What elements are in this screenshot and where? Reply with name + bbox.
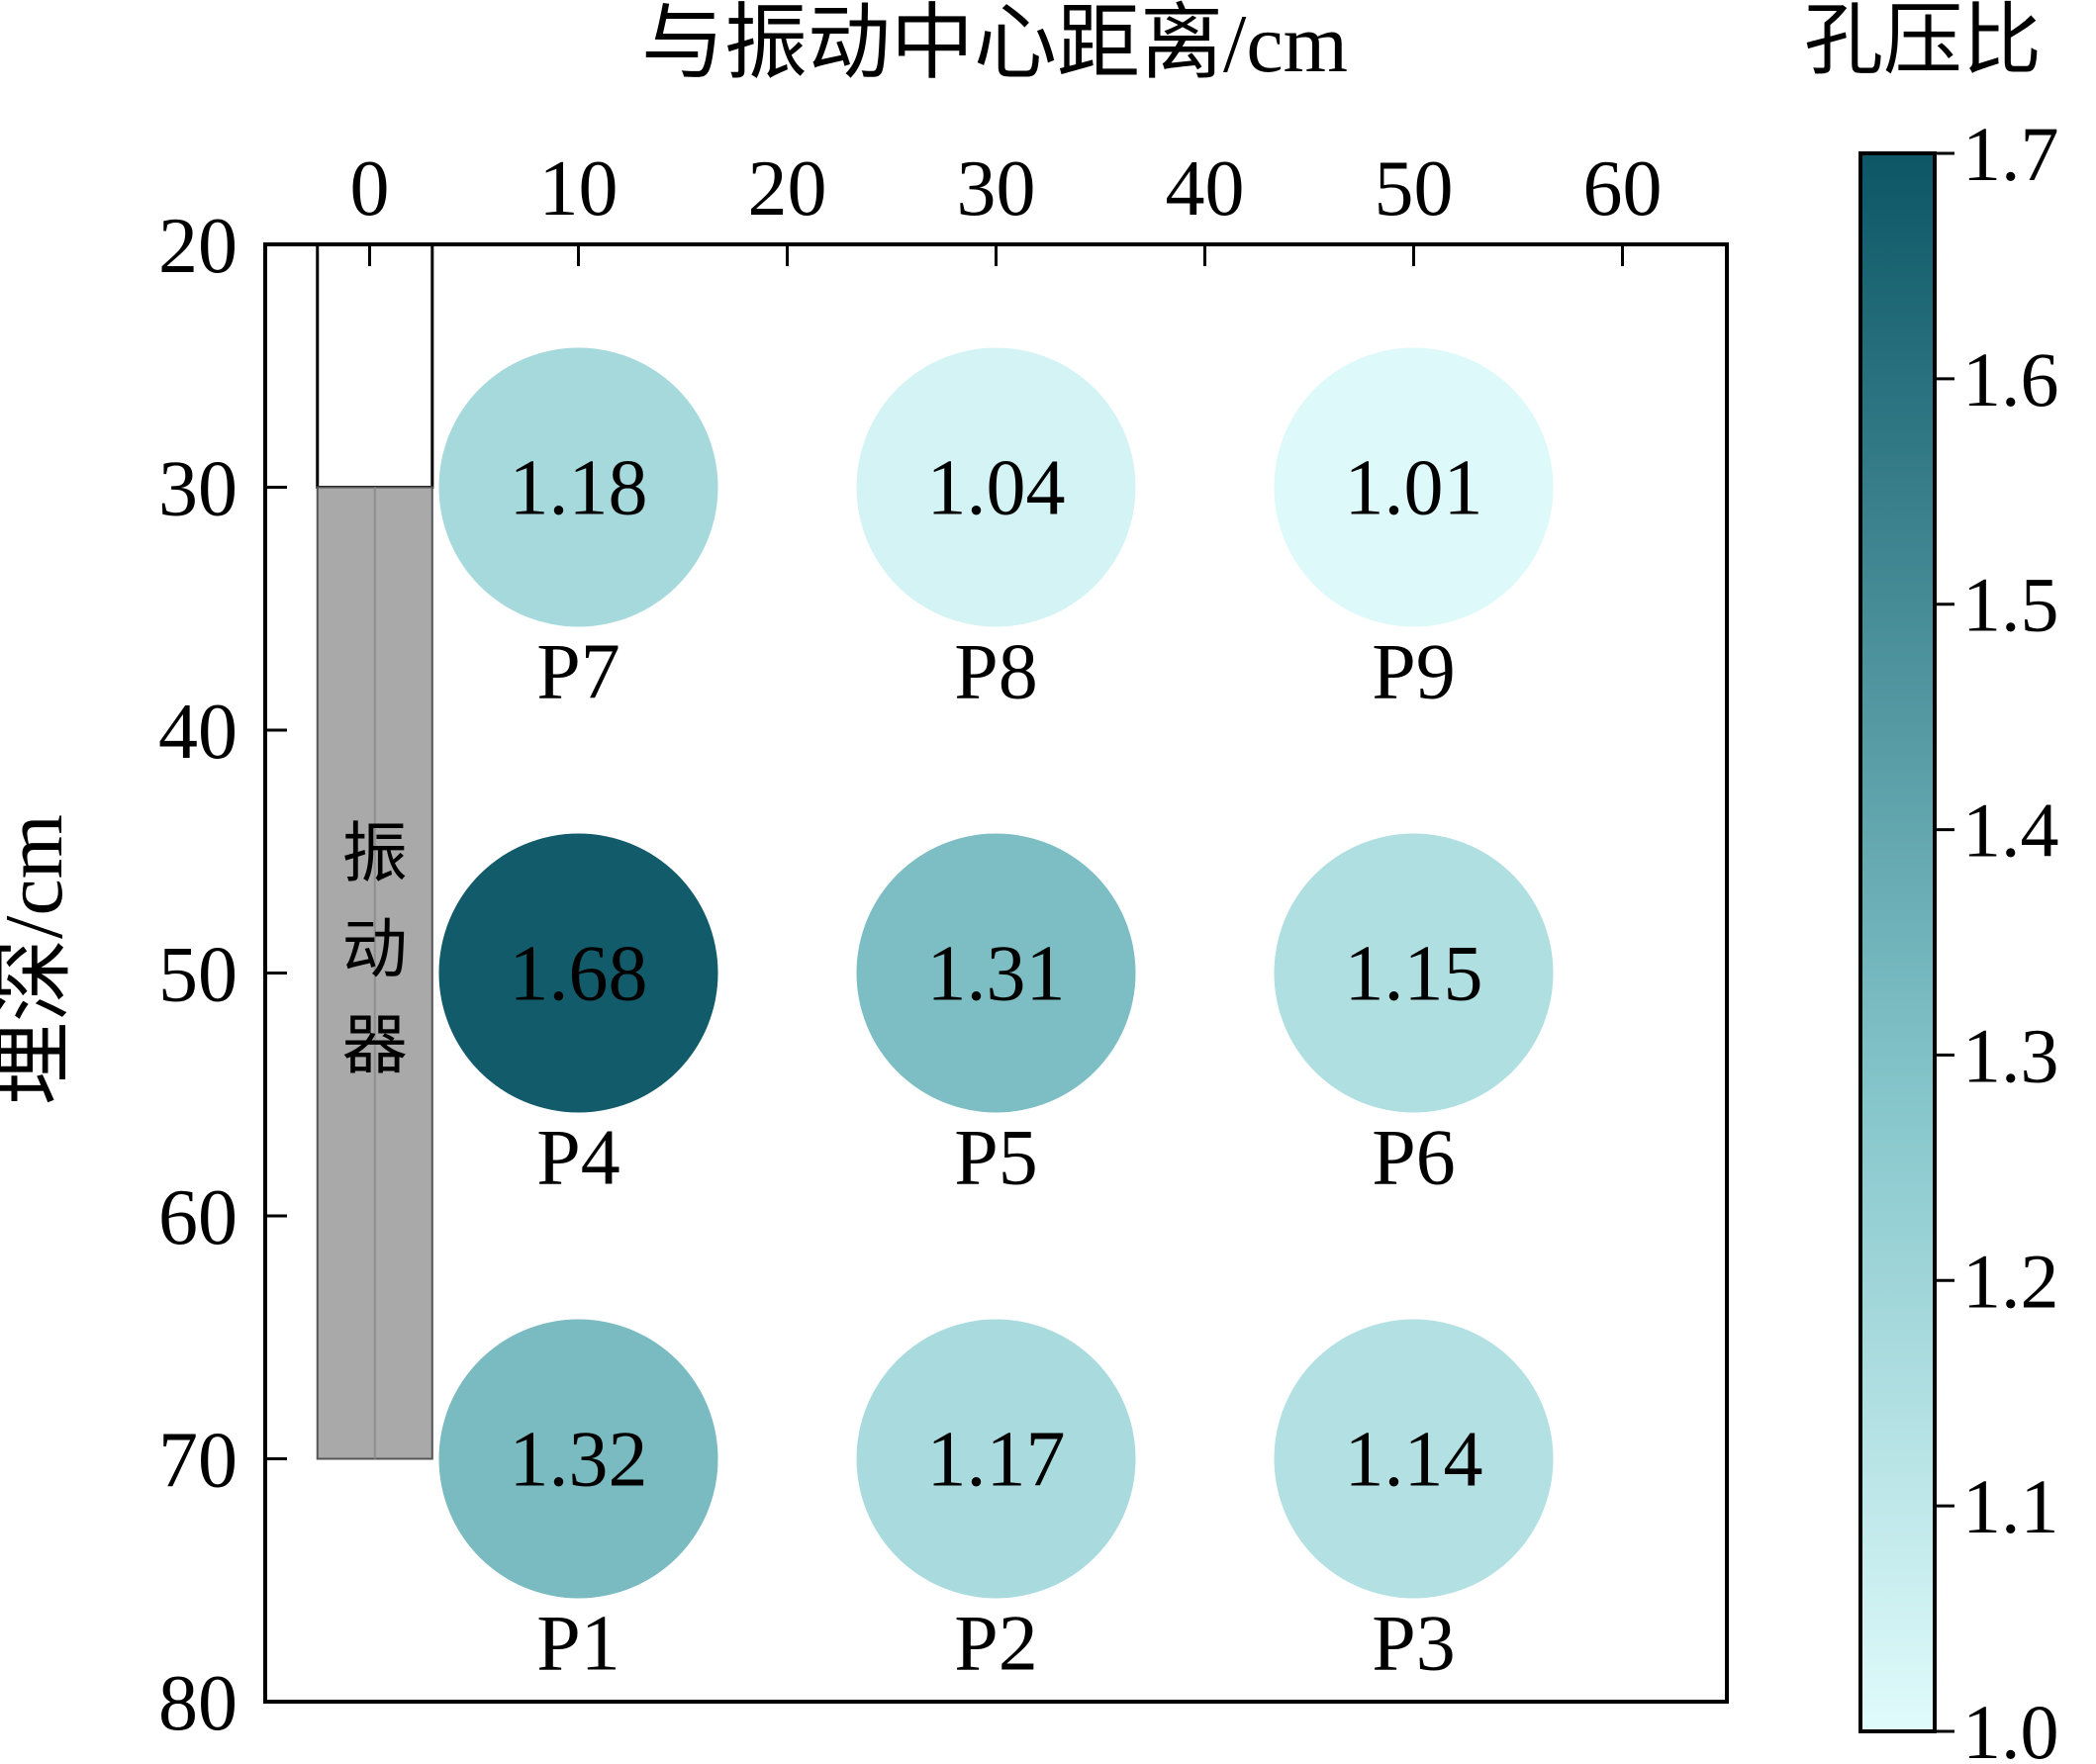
point-name-label: P2: [954, 1601, 1038, 1688]
colorbar-tick-label: 1.2: [1962, 1238, 2059, 1324]
point-p5: 1.31 P5: [856, 833, 1136, 1202]
point-value-label: 1.04: [927, 445, 1066, 532]
point-circle: [1274, 347, 1554, 627]
point-name-label: P3: [1372, 1601, 1456, 1688]
colorbar-tick-label: 1.7: [1962, 111, 2059, 197]
x-tick-label: 50: [1375, 145, 1454, 232]
point-name-label: P1: [536, 1601, 620, 1688]
point-p2: 1.17 P2: [856, 1319, 1136, 1688]
x-tick-label: 20: [748, 145, 827, 232]
data-points: 1.18 P7 1.04 P8 1.01 P9 1.68 P4 1.31 P5 1.15 P6 1.32…: [438, 347, 1554, 1688]
y-tick-label: 50: [158, 932, 238, 1019]
y-tick-label: 20: [158, 203, 238, 290]
x-tick-label: 40: [1166, 145, 1245, 232]
point-p7: 1.18 P7: [438, 347, 718, 716]
colorbar-tick-label: 1.1: [1962, 1463, 2059, 1549]
colorbar-title: 孔压比: [1804, 0, 2042, 85]
point-p3: 1.14 P3: [1274, 1319, 1554, 1688]
colorbar-tick-label: 1.0: [1962, 1689, 2059, 1759]
point-circle: [856, 347, 1136, 627]
vibrator-open-segment: [316, 242, 434, 489]
point-circle: [1274, 1319, 1554, 1599]
vibrator-label-char: 动: [342, 914, 408, 986]
x-tick-label: 0: [350, 145, 390, 232]
point-p4: 1.68 P4: [438, 833, 718, 1202]
colorbar-tick-label: 1.5: [1962, 562, 2059, 648]
point-circle: [856, 833, 1136, 1113]
point-name-label: P8: [954, 629, 1038, 716]
x-tick-label: 60: [1583, 145, 1663, 232]
point-value-label: 1.14: [1345, 1417, 1483, 1504]
y-axis-title: 埋深/cm: [0, 814, 80, 1105]
colorbar-ticks: 1.0 1.1 1.2 1.3 1.4 1.5 1.6 1.7: [1935, 111, 2059, 1764]
point-value-label: 1.31: [927, 931, 1066, 1018]
point-p1: 1.32 P1: [438, 1319, 718, 1688]
point-circle: [438, 347, 718, 627]
point-value-label: 1.68: [510, 931, 648, 1018]
point-name-label: P9: [1372, 629, 1456, 716]
x-tick-label: 30: [957, 145, 1036, 232]
point-p6: 1.15 P6: [1274, 833, 1554, 1202]
colorbar-tick-label: 1.4: [1962, 788, 2059, 874]
x-axis-title: 与振动中心距离/cm: [641, 0, 1348, 90]
point-name-label: P7: [536, 629, 620, 716]
y-tick-label: 30: [158, 446, 238, 533]
point-value-label: 1.01: [1345, 445, 1483, 532]
point-value-label: 1.15: [1345, 931, 1483, 1018]
colorbar-tick-label: 1.6: [1962, 336, 2059, 422]
point-circle: [438, 1319, 718, 1599]
colorbar-tick-label: 1.3: [1962, 1012, 2059, 1098]
point-p8: 1.04 P8: [856, 347, 1136, 716]
axes: 0 10 20 30 40 50 60 20 30 40 50 60 70 80: [158, 145, 1729, 1747]
y-tick-label: 70: [158, 1418, 238, 1505]
y-tick-label: 40: [158, 689, 238, 776]
y-tick-label: 80: [158, 1660, 238, 1747]
point-name-label: P4: [536, 1115, 620, 1202]
point-circle: [1274, 833, 1554, 1113]
x-tick-label: 10: [539, 145, 619, 232]
point-name-label: P5: [954, 1115, 1038, 1202]
y-tick-label: 60: [158, 1174, 238, 1261]
point-p9: 1.01 P9: [1274, 347, 1554, 716]
vibrator: 振动器: [316, 242, 434, 1460]
vibrator-label-char: 振: [342, 818, 408, 890]
point-circle: [438, 833, 718, 1113]
point-circle: [856, 1319, 1136, 1599]
colorbar-gradient: [1858, 151, 1937, 1733]
point-value-label: 1.17: [927, 1417, 1066, 1504]
vibrator-label-char: 器: [342, 1010, 408, 1082]
colorbar: 孔压比 1.0 1.1 1.2 1.3 1.4 1.5 1.6 1.7: [1804, 0, 2059, 1764]
point-value-label: 1.18: [510, 445, 648, 532]
point-name-label: P6: [1372, 1115, 1456, 1202]
point-value-label: 1.32: [510, 1417, 648, 1504]
